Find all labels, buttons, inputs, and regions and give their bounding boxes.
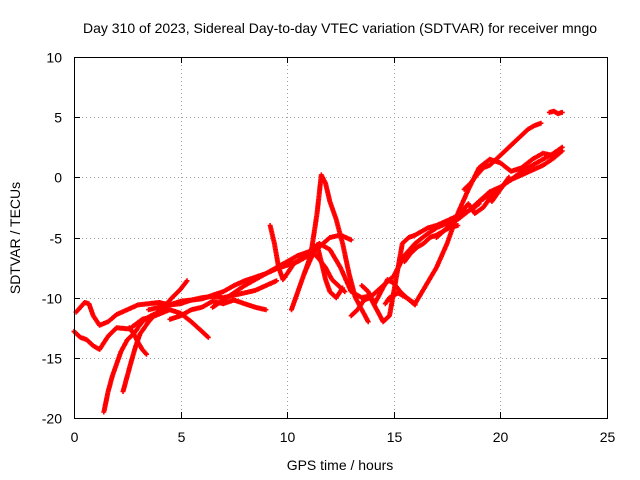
y-tick-label: 0 xyxy=(54,170,62,186)
data-point xyxy=(412,302,418,308)
data-point xyxy=(144,351,149,357)
y-tick-label: 10 xyxy=(46,50,62,66)
series-arc7 xyxy=(167,297,269,322)
y-tick-label: -5 xyxy=(50,231,63,247)
series-arc17 xyxy=(461,120,544,192)
series-arc18 xyxy=(472,174,512,210)
y-tick-label: -15 xyxy=(42,351,62,367)
x-tick-label: 0 xyxy=(71,429,79,445)
y-tick-label: -10 xyxy=(42,291,62,307)
data-points xyxy=(71,108,565,415)
series-arc9 xyxy=(267,223,348,295)
x-tick-label: 20 xyxy=(493,429,509,445)
y-axis-label: SDTVAR / TECUs xyxy=(7,182,23,294)
data-point xyxy=(165,307,171,313)
data-point xyxy=(455,223,461,228)
x-tick-label: 15 xyxy=(387,429,403,445)
series-arc14 xyxy=(382,290,418,308)
x-tick-label: 25 xyxy=(600,429,616,445)
data-point xyxy=(559,144,565,150)
y-tick-label: 5 xyxy=(54,110,62,126)
data-point xyxy=(559,109,565,115)
data-point xyxy=(263,307,269,313)
data-point xyxy=(506,174,512,180)
series-arc11 xyxy=(301,242,346,301)
series-arc19 xyxy=(546,108,565,117)
series-arc5 xyxy=(126,325,149,357)
x-tick-label: 10 xyxy=(280,429,296,445)
x-axis-label: GPS time / hours xyxy=(287,457,394,473)
data-point xyxy=(365,319,371,325)
data-point xyxy=(340,285,346,291)
y-tick-label: -20 xyxy=(42,411,62,427)
axis-ticks: 0 5 10 15 20 25 -20 -15 -10 -5 0 5 10 xyxy=(42,50,616,446)
data-point xyxy=(205,334,211,340)
data-point xyxy=(274,278,279,284)
data-point xyxy=(538,120,544,126)
data-point xyxy=(184,278,190,284)
data-point xyxy=(348,237,354,243)
data-point xyxy=(342,289,348,295)
x-tick-label: 5 xyxy=(178,429,186,445)
chart-title: Day 310 of 2023, Sidereal Day-to-day VTE… xyxy=(83,20,597,36)
